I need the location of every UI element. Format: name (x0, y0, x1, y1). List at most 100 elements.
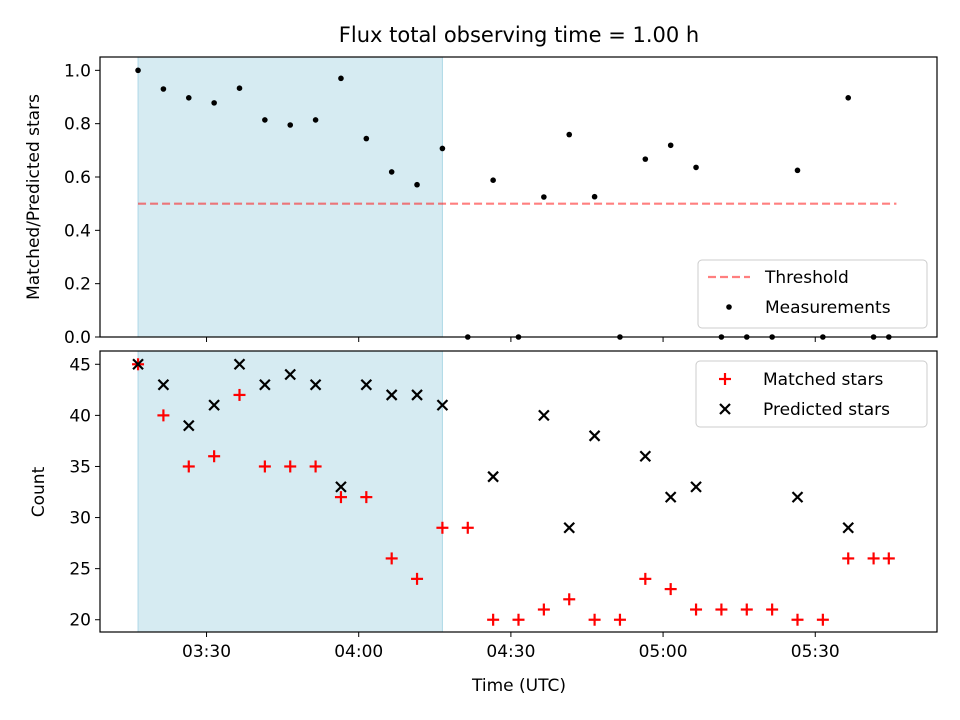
predicted-star-point (259, 378, 271, 391)
predicted-star-point (690, 481, 702, 493)
matched-star-point (537, 603, 550, 616)
legend-matched-label: Matched stars (763, 370, 883, 390)
measurement-point (236, 85, 243, 91)
predicted-star-point (385, 389, 398, 401)
measurement-point (642, 156, 649, 162)
measurement-point (439, 145, 446, 152)
matched-star-point (461, 521, 474, 534)
predicted-star-point (487, 470, 499, 483)
top-y-tick-label: 0.2 (64, 275, 91, 295)
matched-star-point (182, 460, 195, 473)
top-y-tick-label: 0.6 (64, 168, 91, 188)
measurement-point (667, 142, 674, 149)
predicted-star-point (411, 389, 423, 401)
legend-predicted-swatch (719, 403, 731, 415)
predicted-star-point (664, 491, 677, 503)
bottom-y-tick-label: 25 (69, 560, 91, 580)
matched-star-point (284, 460, 297, 473)
legend-measurements-swatch (726, 304, 732, 310)
matched-star-point (385, 552, 398, 565)
bottom-y-tick-label: 30 (69, 509, 91, 529)
matched-star-point (334, 491, 347, 504)
measurement-point (338, 75, 344, 82)
measurement-point (312, 117, 319, 123)
matched-star-point (436, 521, 449, 534)
bottom-y-tick-label: 40 (69, 406, 91, 426)
measurement-point (160, 86, 167, 92)
matched-star-point (842, 552, 855, 565)
matched-star-point (740, 603, 753, 616)
bottom-y-tick-label: 35 (69, 457, 91, 477)
top-panel: 0.0 0.2 0.4 0.6 0.8 1.0 (64, 56, 938, 348)
measurement-point (845, 95, 852, 101)
predicted-star-point (157, 378, 170, 391)
predicted-star-point (639, 450, 652, 463)
matched-star-point (208, 450, 221, 463)
measurement-point (185, 95, 192, 101)
bottom-y-axis-label: Count (29, 466, 49, 517)
matched-star-point (411, 572, 424, 585)
measurement-point (388, 169, 395, 175)
predicted-star-point (436, 399, 449, 411)
measurement-point (490, 177, 496, 183)
predicted-star-point (842, 521, 855, 534)
predicted-star-point (309, 378, 322, 391)
matched-star-point (563, 593, 576, 606)
top-legend: Threshold Measurements (697, 259, 928, 329)
matched-star-point (613, 613, 626, 626)
predicted-star-point (588, 430, 601, 442)
top-observed-window (137, 56, 443, 338)
measurement-point (135, 67, 141, 74)
legend-predicted-label: Predicted stars (763, 400, 890, 420)
bottom-observed-window (137, 350, 443, 633)
measurement-point (414, 181, 420, 188)
matched-star-point (258, 460, 271, 473)
matched-star-point (512, 613, 525, 626)
matched-star-point (816, 613, 829, 626)
matched-star-point (487, 613, 500, 626)
matched-star-point (309, 460, 322, 473)
legend-threshold-label: Threshold (764, 268, 849, 288)
measurement-point (211, 100, 217, 106)
top-y-tick-label: 0.0 (64, 328, 91, 348)
matched-star-point (588, 613, 601, 626)
predicted-star-point (132, 358, 144, 371)
top-y-tick-label: 1.0 (64, 61, 91, 81)
measurement-point (262, 117, 268, 123)
predicted-star-point (284, 368, 297, 381)
matched-star-point (766, 603, 779, 616)
top-y-tick-label: 0.4 (64, 221, 91, 241)
measurement-point (363, 135, 370, 142)
predicted-star-point (233, 358, 246, 371)
predicted-star-point (182, 419, 195, 432)
matched-star-point (639, 572, 652, 585)
top-y-tick-label: 0.8 (64, 115, 91, 135)
measurement-point (794, 167, 801, 174)
x-tick-label: 05:30 (791, 642, 840, 662)
predicted-star-point (335, 481, 347, 493)
matched-star-point (157, 409, 170, 422)
matched-star-point (360, 491, 373, 504)
bottom-y-tick-label: 45 (69, 355, 91, 375)
matched-star-point (715, 603, 728, 616)
matched-star-point (791, 613, 804, 626)
bottom-panel: 20 25 30 35 40 45 03:30 04:00 04:30 05:00 05:30 (69, 350, 938, 662)
predicted-star-point (538, 409, 550, 422)
top-axes-frame (99, 56, 938, 338)
predicted-star-point (208, 399, 220, 411)
matched-star-point (867, 552, 880, 565)
chart-title: Flux total observing time = 1.00 h (339, 23, 699, 47)
x-tick-label: 04:00 (334, 642, 383, 662)
bottom-axes-frame (99, 350, 938, 633)
measurement-point (693, 164, 699, 171)
bottom-legend: Matched stars Predicted stars (695, 360, 928, 428)
matched-star-point (882, 552, 895, 565)
predicted-star-point (791, 491, 804, 503)
measurement-point (591, 193, 598, 200)
top-y-axis-label: Matched/Predicted stars (24, 94, 44, 300)
legend-matched-swatch (719, 373, 731, 385)
predicted-star-point (563, 521, 576, 534)
measurement-point (566, 131, 573, 138)
x-axis-label: Time (UTC) (471, 676, 566, 696)
measurement-point (541, 194, 547, 200)
